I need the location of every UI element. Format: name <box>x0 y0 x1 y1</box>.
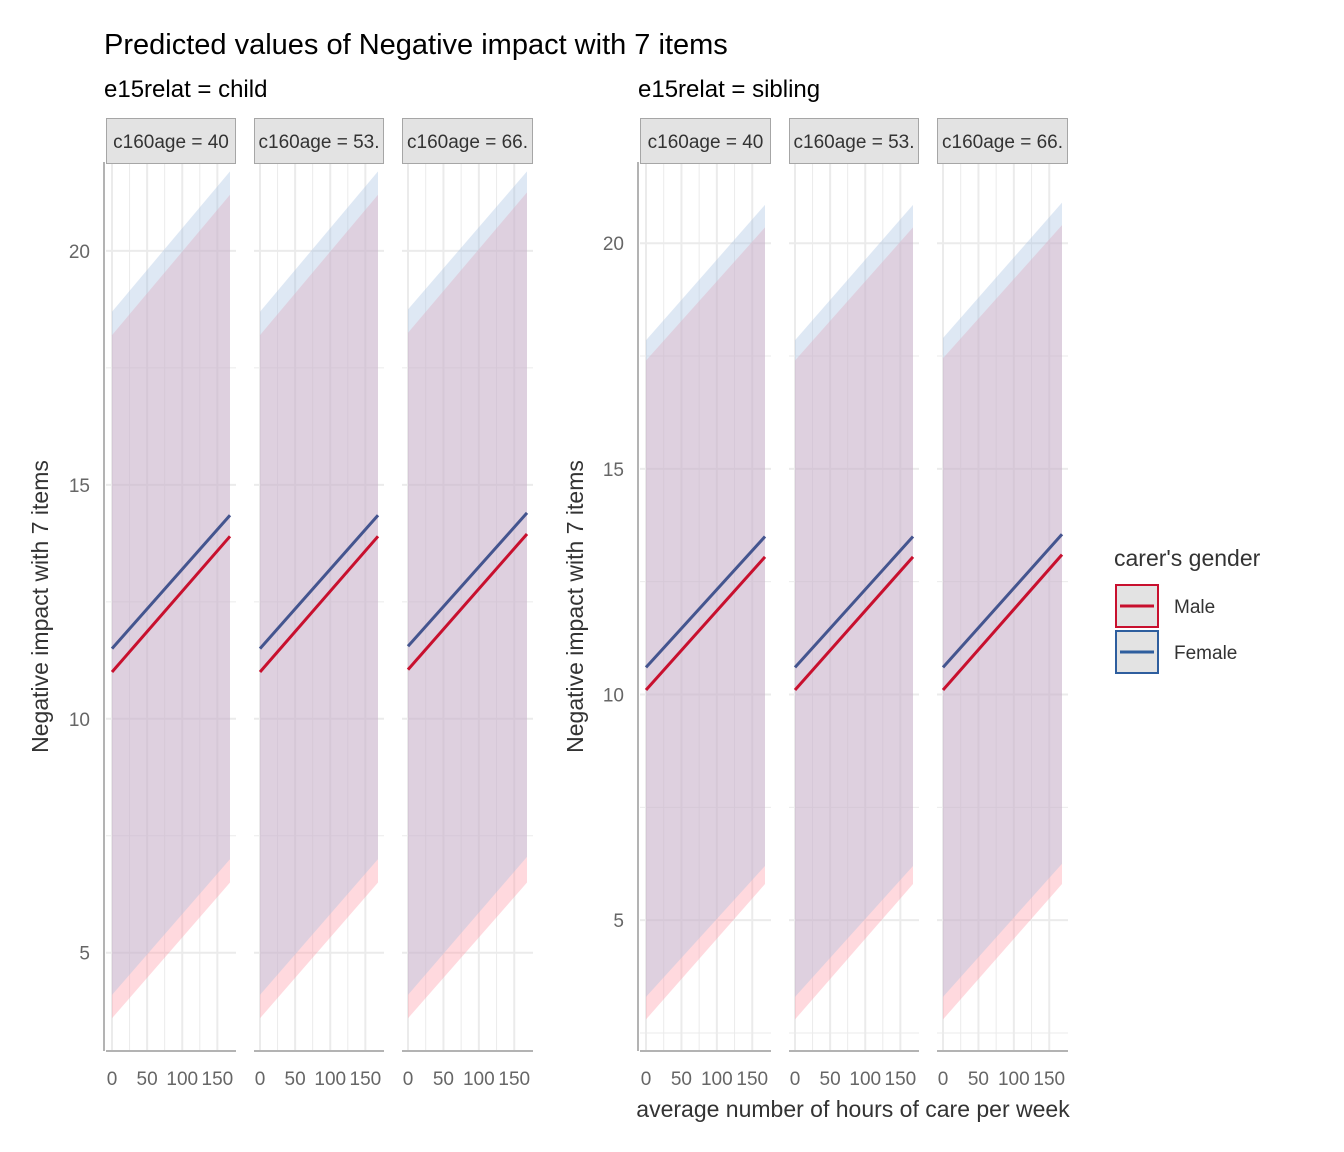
ci-bands <box>795 204 913 1020</box>
x-tick-label: 150 <box>1033 1069 1065 1090</box>
x-axis-title: average number of hours of care per week <box>636 1096 1070 1122</box>
x-tick-label: 100 <box>166 1069 198 1090</box>
x-tick-label: 0 <box>107 1069 118 1090</box>
facet-strip-label: c160age = 66. <box>407 132 528 153</box>
series-line-female <box>258 514 380 650</box>
ci-bands <box>943 202 1062 1020</box>
x-tick-label: 150 <box>202 1069 234 1090</box>
y-tick-label: 10 <box>603 685 624 706</box>
y-tick-label: 10 <box>69 710 90 731</box>
x-tick-label: 50 <box>968 1069 989 1090</box>
y-tick-label: 20 <box>603 234 624 255</box>
legend-title: carer's gender <box>1114 545 1261 571</box>
x-tick-label: 100 <box>314 1069 346 1090</box>
facet-strip <box>254 118 384 164</box>
series-line-male <box>110 535 232 673</box>
x-tick-label: 100 <box>463 1069 495 1090</box>
facet-strip <box>640 118 771 164</box>
facet-panel: c160age = 66. 0 50 100 150 <box>937 118 1068 1090</box>
facet-panel: c160age = 53. 0 50 100 150 <box>254 118 384 1090</box>
ci-bands <box>112 171 230 1019</box>
series-line-female <box>406 511 529 648</box>
facet-strip-label: c160age = 53. <box>259 132 380 153</box>
y-axis-title: Negative impact with 7 items <box>562 460 588 753</box>
y-tick-label: 20 <box>69 242 90 263</box>
x-tick-label: 150 <box>736 1069 768 1090</box>
x-tick-label: 0 <box>255 1069 266 1090</box>
y-tick-label: 5 <box>613 911 624 932</box>
series-line-female <box>941 533 1064 669</box>
x-tick-label: 50 <box>285 1069 306 1090</box>
y-tick-label: 5 <box>79 944 90 965</box>
x-tick-label: 100 <box>701 1069 733 1090</box>
x-tick-label: 150 <box>885 1069 917 1090</box>
facet-panel: c160age = 40 0 50 100 150 <box>106 118 236 1090</box>
x-tick-label: 150 <box>350 1069 382 1090</box>
x-tick-label: 0 <box>790 1069 801 1090</box>
y-tick-label: 15 <box>603 460 624 481</box>
legend-label: Female <box>1174 643 1237 664</box>
group-label: e15relat = sibling <box>638 76 820 103</box>
x-tick-label: 50 <box>433 1069 454 1090</box>
chart-title: Predicted values of Negative impact with… <box>104 29 728 61</box>
facet-strip-label: c160age = 66. <box>942 132 1063 153</box>
x-tick-label: 100 <box>849 1069 881 1090</box>
ci-band-male <box>112 194 230 1019</box>
x-tick-label: 100 <box>998 1069 1030 1090</box>
legend: carer's gender Male Female <box>1114 545 1261 674</box>
facet-panel: c160age = 40 0 50 100 150 <box>640 118 771 1090</box>
y-axis-title: Negative impact with 7 items <box>27 460 53 753</box>
series-line-male <box>406 532 529 671</box>
ci-band-male <box>408 192 527 1019</box>
series-line-female <box>110 514 232 650</box>
x-tick-label: 0 <box>938 1069 949 1090</box>
facet-panel: c160age = 53. 0 50 100 150 <box>789 118 919 1090</box>
x-tick-label: 50 <box>671 1069 692 1090</box>
x-tick-label: 0 <box>641 1069 652 1090</box>
series-line-male <box>644 555 767 691</box>
x-tick-label: 150 <box>498 1069 530 1090</box>
x-tick-label: 50 <box>137 1069 158 1090</box>
series-line-male <box>793 555 915 691</box>
ci-bands <box>646 204 765 1020</box>
series-line-female <box>793 535 915 669</box>
facet-panel: c160age = 66. 0 50 100 150 <box>402 118 533 1090</box>
facet-strip <box>937 118 1068 164</box>
facet-strip-label: c160age = 40 <box>648 132 764 153</box>
legend-label: Male <box>1174 597 1215 618</box>
facet-strip <box>789 118 919 164</box>
facet-strip-label: c160age = 40 <box>113 132 229 153</box>
x-tick-label: 50 <box>820 1069 841 1090</box>
plot-area: e15relat = child Negative impact with 7 i… <box>27 76 1068 1090</box>
facet-strip-label: c160age = 53. <box>794 132 915 153</box>
facet-strip <box>402 118 533 164</box>
y-tick-label: 15 <box>69 476 90 497</box>
facet-strip <box>106 118 236 164</box>
series-line-male <box>941 553 1064 691</box>
ci-bands <box>260 171 378 1019</box>
ci-band-female <box>408 171 527 995</box>
group-label: e15relat = child <box>104 76 267 103</box>
ci-band-male <box>260 194 378 1019</box>
series-line-male <box>258 535 380 673</box>
series-line-female <box>644 535 767 669</box>
x-tick-label: 0 <box>403 1069 414 1090</box>
ci-bands <box>408 171 527 1019</box>
